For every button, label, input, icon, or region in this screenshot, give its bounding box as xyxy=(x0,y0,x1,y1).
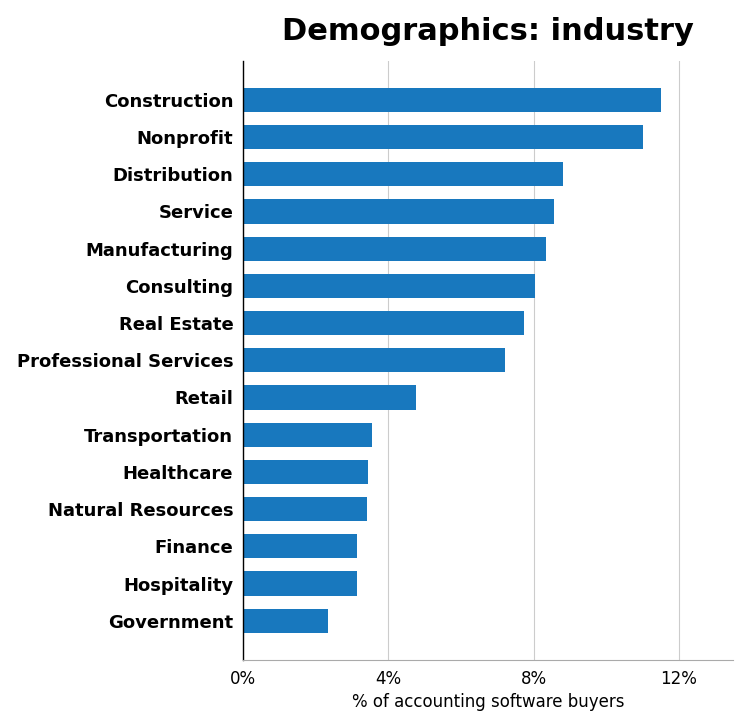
Bar xyxy=(243,162,562,186)
Bar xyxy=(243,88,661,112)
Bar xyxy=(243,497,367,521)
Bar xyxy=(243,348,505,372)
Bar xyxy=(243,385,416,410)
Bar xyxy=(243,609,328,633)
Bar xyxy=(243,534,358,558)
X-axis label: % of accounting software buyers: % of accounting software buyers xyxy=(352,693,625,711)
Bar xyxy=(243,274,536,298)
Bar xyxy=(243,460,368,484)
Bar xyxy=(243,199,554,223)
Title: Demographics: industry: Demographics: industry xyxy=(282,17,694,46)
Bar xyxy=(243,311,524,335)
Bar xyxy=(243,237,546,261)
Bar xyxy=(243,571,358,596)
Bar xyxy=(243,422,372,447)
Bar xyxy=(243,125,643,149)
